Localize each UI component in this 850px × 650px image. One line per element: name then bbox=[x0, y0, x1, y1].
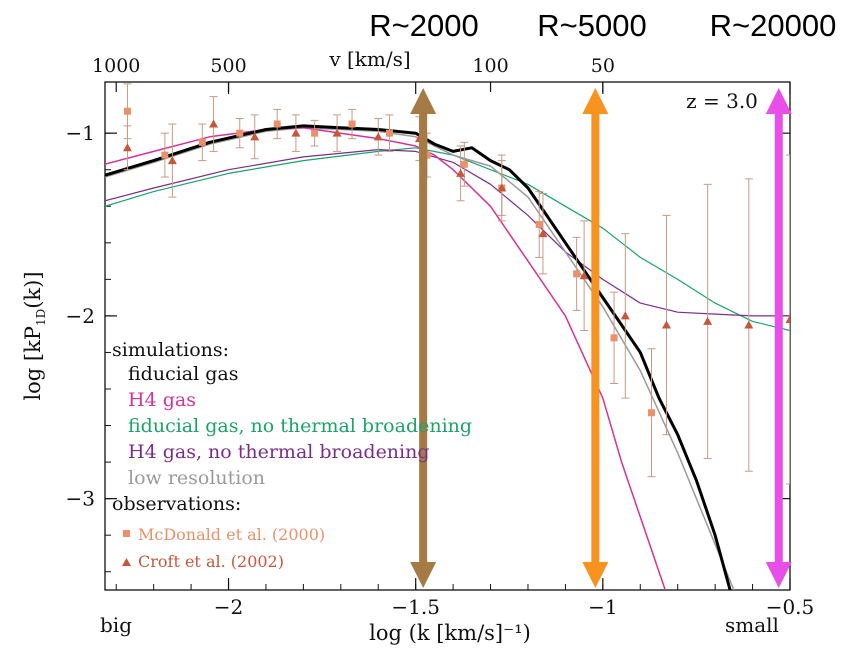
data-point-square bbox=[161, 151, 169, 159]
data-point-triangle bbox=[497, 183, 507, 192]
x-tick-label: −0.5 bbox=[766, 595, 815, 619]
top-tick-label: 100 bbox=[472, 55, 508, 77]
resolution-arrows bbox=[410, 88, 792, 588]
data-point-square bbox=[385, 129, 393, 137]
data-point-square bbox=[273, 120, 281, 128]
data-point-square bbox=[648, 409, 656, 417]
resolution-label-r2000: R~2000 bbox=[369, 8, 478, 43]
data-point-triangle bbox=[122, 143, 132, 152]
legend-mcdonald: McDonald et al. (2000) bbox=[138, 525, 325, 544]
data-point-square bbox=[610, 334, 618, 342]
data-point-triangle bbox=[167, 156, 177, 165]
data-point-triangle bbox=[579, 271, 589, 280]
resolution-label-r5000: R~5000 bbox=[537, 8, 646, 43]
top-axis-ticks: 1000 500 100 50 bbox=[92, 55, 615, 92]
data-point-triangle bbox=[209, 119, 219, 128]
simulation-series bbox=[105, 124, 790, 590]
data-point-triangle bbox=[661, 320, 671, 329]
x-tick-label: −1 bbox=[588, 595, 617, 619]
svg-text:log [kP1D(k)]: log [kP1D(k)] bbox=[21, 271, 48, 400]
x-end-label-big: big bbox=[100, 613, 132, 637]
data-point-triangle bbox=[620, 311, 630, 320]
legend-simulations-header: simulations: bbox=[112, 339, 229, 361]
resolution-arrow-head-up bbox=[765, 88, 792, 114]
x-tick-label: −2 bbox=[214, 595, 243, 619]
legend: simulations: fiducial gas H4 gas fiducia… bbox=[112, 339, 472, 571]
series-line-0 bbox=[105, 124, 732, 590]
data-point-triangle bbox=[744, 320, 754, 329]
legend-square-marker bbox=[123, 530, 130, 537]
series-line-4 bbox=[105, 126, 735, 590]
series-line-2 bbox=[105, 147, 790, 332]
data-point-square bbox=[348, 120, 356, 128]
resolution-arrow-head-up bbox=[582, 88, 609, 114]
top-axis-label: v [km/s] bbox=[328, 47, 410, 71]
data-point-triangle bbox=[291, 128, 301, 137]
y-tick-label: −3 bbox=[66, 487, 95, 511]
x-axis-label: log (k [km/s]⁻¹) bbox=[369, 621, 531, 645]
legend-h4-gas: H4 gas bbox=[128, 389, 196, 411]
data-point-triangle bbox=[456, 168, 466, 177]
data-point-triangle bbox=[785, 315, 790, 324]
data-point-square bbox=[535, 221, 543, 229]
data-point-triangle bbox=[332, 128, 342, 137]
legend-fiducial-no-thermal: fiducial gas, no thermal broadening bbox=[128, 415, 472, 437]
legend-h4-no-thermal: H4 gas, no thermal broadening bbox=[128, 441, 430, 463]
y-axis-label-subscript: 1D bbox=[34, 309, 48, 326]
data-point-square bbox=[460, 160, 468, 168]
y-axis-ticks: −1 −2 −3 bbox=[66, 121, 790, 573]
data-point-triangle bbox=[250, 132, 260, 141]
y-axis-label-main: log [kP bbox=[21, 326, 45, 401]
y-axis-label: log [kP1D(k)] bbox=[21, 271, 48, 400]
y-axis-label-tail: (k)] bbox=[21, 271, 45, 308]
legend-fiducial-gas: fiducial gas bbox=[128, 363, 238, 385]
y-tick-label: −2 bbox=[66, 304, 95, 328]
legend-croft: Croft et al. (2002) bbox=[138, 552, 284, 571]
top-tick-label: 50 bbox=[591, 55, 615, 77]
data-point-triangle bbox=[538, 229, 548, 238]
resolution-arrow-head-up bbox=[410, 88, 437, 114]
resolution-labels: R~2000 R~5000 R~20000 bbox=[369, 8, 836, 43]
resolution-arrow-head-down bbox=[582, 562, 609, 588]
data-point-square bbox=[573, 270, 581, 278]
y-tick-label: −1 bbox=[66, 121, 95, 145]
data-point-triangle bbox=[703, 316, 713, 325]
top-tick-label: 500 bbox=[210, 55, 246, 77]
resolution-label-r20000: R~20000 bbox=[710, 8, 837, 43]
legend-observations-header: observations: bbox=[112, 493, 241, 515]
x-tick-label: −1.5 bbox=[391, 595, 440, 619]
observation-points bbox=[122, 83, 790, 485]
top-tick-label: 1000 bbox=[92, 55, 140, 77]
resolution-arrow-head-down bbox=[410, 562, 437, 588]
data-point-square bbox=[123, 107, 131, 115]
data-point-square bbox=[198, 138, 206, 146]
legend-triangle-marker bbox=[122, 558, 131, 566]
series-line-3 bbox=[105, 149, 790, 317]
data-point-triangle bbox=[373, 132, 383, 141]
x-axis-ticks: −2 −1.5 −1 −0.5 bbox=[115, 82, 815, 619]
x-end-label-small: small bbox=[725, 613, 779, 637]
resolution-arrow-head-down bbox=[765, 562, 792, 588]
data-point-square bbox=[311, 129, 319, 137]
data-point-square bbox=[236, 129, 244, 137]
legend-low-resolution: low resolution bbox=[128, 467, 265, 489]
redshift-label: z = 3.0 bbox=[686, 89, 758, 113]
